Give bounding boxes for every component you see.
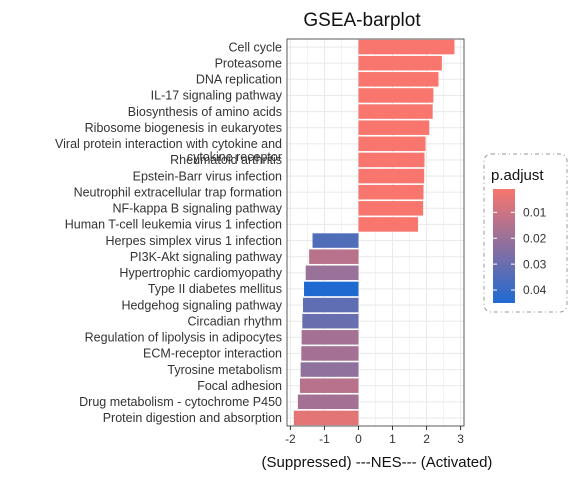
bar — [302, 297, 359, 313]
x-axis-title: (Suppressed) ---NES--- (Activated) — [262, 454, 493, 471]
legend-title: p.adjust — [491, 167, 544, 184]
bar — [358, 55, 442, 71]
chart-title: GSEA-barplot — [303, 10, 421, 31]
category-label: Tyrosine metabolism — [167, 363, 282, 377]
category-label: Hypertrophic cardiomyopathy — [119, 266, 282, 280]
bars — [293, 39, 455, 426]
category-label: Ribosome biogenesis in eukaryotes — [85, 121, 282, 135]
bar — [358, 39, 455, 55]
bar — [358, 72, 439, 87]
category-label: PI3K-Akt signaling pathway — [130, 250, 283, 264]
bar — [309, 249, 359, 264]
x-tick-label: -2 — [285, 432, 296, 446]
bar — [358, 88, 434, 103]
category-label: Biosynthesis of amino acids — [128, 105, 282, 119]
category-label: Rheumatoid arthritis — [170, 153, 282, 167]
legend: p.adjust 0.01 0.02 0.03 0.04 — [483, 153, 568, 313]
bar — [300, 362, 359, 377]
legend-tick-label: 0.01 — [523, 206, 547, 220]
bar — [358, 201, 424, 216]
x-tick-label: 1 — [389, 432, 396, 446]
bar — [304, 281, 359, 297]
legend-tick-label: 0.02 — [523, 231, 547, 245]
category-label: DNA replication — [196, 73, 282, 87]
x-tick-label: -1 — [319, 432, 330, 446]
category-label: Viral protein interaction with cytokine … — [55, 137, 282, 164]
bar — [297, 394, 359, 410]
category-label: ECM-receptor interaction — [143, 347, 282, 361]
legend-box — [483, 153, 568, 313]
bar — [305, 265, 359, 281]
category-label: Focal adhesion — [197, 379, 282, 393]
bar — [358, 168, 425, 184]
x-tick-label: 2 — [423, 432, 430, 446]
category-label: NF-kappa B signaling pathway — [112, 202, 282, 216]
category-labels: Cell cycle Proteasome DNA replication IL-17… — [55, 40, 283, 425]
category-label: Regulation of lipolysis in adipocytes — [85, 331, 282, 345]
bar — [312, 233, 359, 248]
category-label: IL-17 signaling pathway — [151, 89, 283, 103]
category-label: Circadian rhythm — [188, 314, 282, 328]
bar — [299, 378, 359, 393]
bar — [301, 330, 359, 345]
bar — [358, 184, 424, 200]
panel-border — [286, 38, 465, 427]
category-label: Hedgehog signaling pathway — [121, 298, 282, 312]
category-label: Epstein-Barr virus infection — [133, 169, 282, 183]
category-label: Herpes simplex virus 1 infection — [106, 234, 283, 248]
bar — [302, 313, 359, 329]
category-label: Drug metabolism - cytochrome P450 — [79, 395, 282, 409]
x-axis: -2 -1 0 1 2 3 — [285, 426, 464, 446]
bar — [301, 346, 359, 361]
bar — [358, 152, 425, 168]
grid — [287, 39, 464, 426]
legend-colorbar — [493, 189, 515, 303]
category-label: Cell cycle — [229, 40, 283, 54]
category-label: Human T-cell leukemia virus 1 infection — [65, 218, 282, 232]
bar — [358, 120, 430, 135]
x-tick-label: 0 — [355, 432, 362, 446]
bar — [293, 410, 359, 426]
bar — [358, 104, 433, 119]
category-label: Neutrophil extracellular trap formation — [74, 185, 282, 199]
legend-tick-label: 0.04 — [523, 283, 547, 297]
category-label: Type II diabetes mellitus — [148, 282, 282, 296]
bar — [358, 217, 419, 232]
category-label: Proteasome — [215, 56, 282, 70]
bar — [358, 136, 426, 152]
category-label: Protein digestion and absorption — [103, 411, 282, 425]
legend-tick-label: 0.03 — [523, 257, 547, 271]
x-tick-label: 3 — [457, 432, 464, 446]
